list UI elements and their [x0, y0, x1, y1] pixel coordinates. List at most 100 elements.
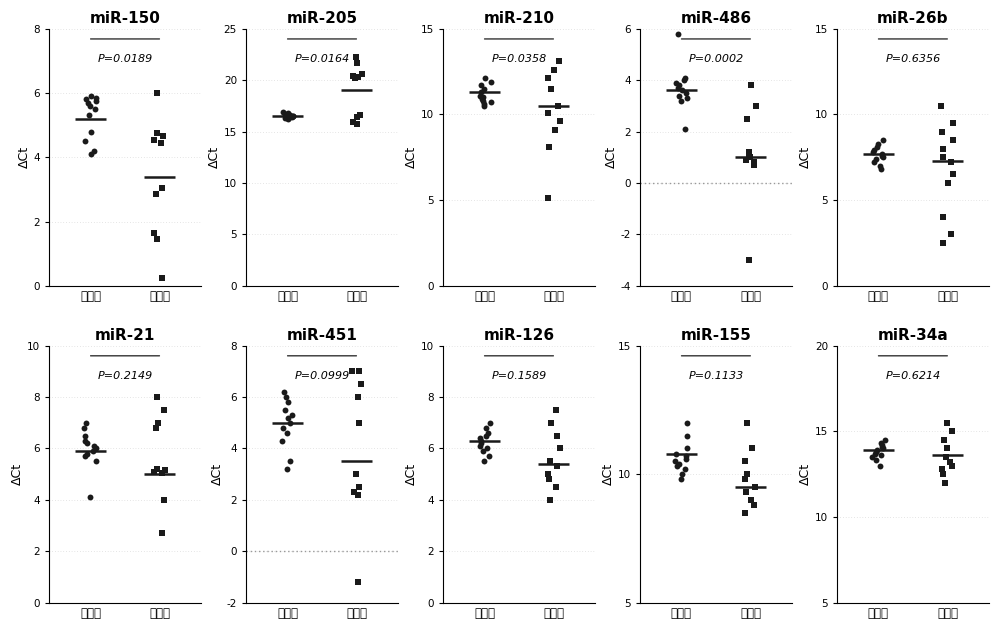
Point: [865, 147, 881, 157]
Text: P=0.2149: P=0.2149: [97, 371, 153, 381]
Point: [478, 430, 494, 440]
Point: [78, 95, 94, 105]
Point: [85, 446, 101, 456]
Point: [83, 91, 99, 101]
Point: [864, 452, 880, 462]
Point: [351, 366, 367, 376]
Point: [87, 104, 103, 114]
Point: [155, 131, 171, 141]
Point: [472, 433, 488, 443]
Point: [77, 430, 93, 440]
Point: [737, 475, 753, 485]
Point: [345, 117, 361, 127]
Point: [870, 138, 886, 148]
Point: [679, 418, 695, 428]
Point: [743, 80, 759, 90]
Point: [873, 439, 889, 449]
Point: [737, 508, 753, 518]
Point: [741, 255, 757, 265]
Point: [868, 447, 884, 457]
Point: [741, 150, 757, 160]
Point: [940, 178, 956, 188]
Y-axis label: ΔCt: ΔCt: [208, 146, 221, 168]
Point: [869, 142, 885, 152]
Point: [934, 126, 950, 136]
Point: [274, 435, 290, 445]
Point: [674, 469, 690, 479]
Point: [877, 435, 893, 445]
Point: [739, 418, 755, 428]
Point: [473, 80, 489, 90]
Point: [146, 466, 162, 476]
Point: [874, 442, 890, 452]
Point: [353, 379, 369, 389]
Point: [679, 430, 695, 440]
Point: [747, 482, 763, 492]
Point: [943, 229, 959, 239]
Point: [677, 73, 693, 83]
Point: [673, 475, 689, 485]
Point: [350, 72, 366, 82]
Point: [149, 234, 165, 244]
Point: [347, 73, 363, 83]
Point: [935, 212, 951, 222]
Y-axis label: ΔCt: ΔCt: [799, 146, 812, 168]
Point: [472, 441, 488, 451]
Point: [282, 110, 298, 120]
Point: [738, 487, 754, 497]
Point: [77, 451, 93, 461]
Point: [670, 29, 686, 39]
Point: [866, 145, 882, 155]
Point: [76, 423, 92, 433]
Point: [945, 135, 961, 145]
Point: [874, 440, 890, 450]
Y-axis label: ΔCt: ΔCt: [602, 463, 615, 485]
Point: [150, 418, 166, 428]
Point: [540, 73, 556, 83]
Point: [88, 456, 104, 466]
Point: [473, 435, 489, 445]
Point: [543, 84, 559, 94]
Point: [80, 98, 96, 108]
Point: [349, 119, 365, 129]
Point: [872, 161, 888, 171]
Point: [285, 111, 301, 121]
Point: [479, 444, 495, 454]
Point: [939, 444, 955, 454]
Point: [282, 456, 298, 466]
Point: [546, 65, 562, 75]
Point: [741, 147, 757, 157]
Point: [483, 97, 499, 107]
Point: [936, 435, 952, 445]
Point: [146, 134, 162, 144]
Point: [875, 135, 891, 145]
Point: [677, 124, 693, 134]
Point: [278, 392, 294, 402]
Point: [81, 110, 97, 121]
Point: [277, 110, 293, 120]
Point: [673, 96, 689, 106]
Point: [475, 92, 491, 102]
Point: [874, 149, 890, 159]
Point: [472, 90, 488, 100]
Point: [350, 392, 366, 402]
Point: [475, 446, 491, 456]
Point: [742, 152, 758, 162]
Point: [284, 410, 300, 420]
Point: [540, 108, 556, 118]
Text: P=0.0999: P=0.0999: [294, 371, 350, 381]
Point: [154, 468, 170, 478]
Point: [945, 169, 961, 179]
Point: [284, 112, 300, 122]
Text: P=0.0358: P=0.0358: [491, 54, 547, 64]
Point: [875, 444, 891, 454]
Point: [748, 101, 764, 111]
Point: [352, 110, 368, 120]
Point: [542, 495, 558, 505]
Text: P=0.6356: P=0.6356: [885, 54, 941, 64]
Point: [275, 423, 291, 433]
Point: [869, 445, 885, 455]
Point: [478, 423, 494, 433]
Point: [668, 449, 684, 459]
Title: miR-205: miR-205: [286, 11, 358, 26]
